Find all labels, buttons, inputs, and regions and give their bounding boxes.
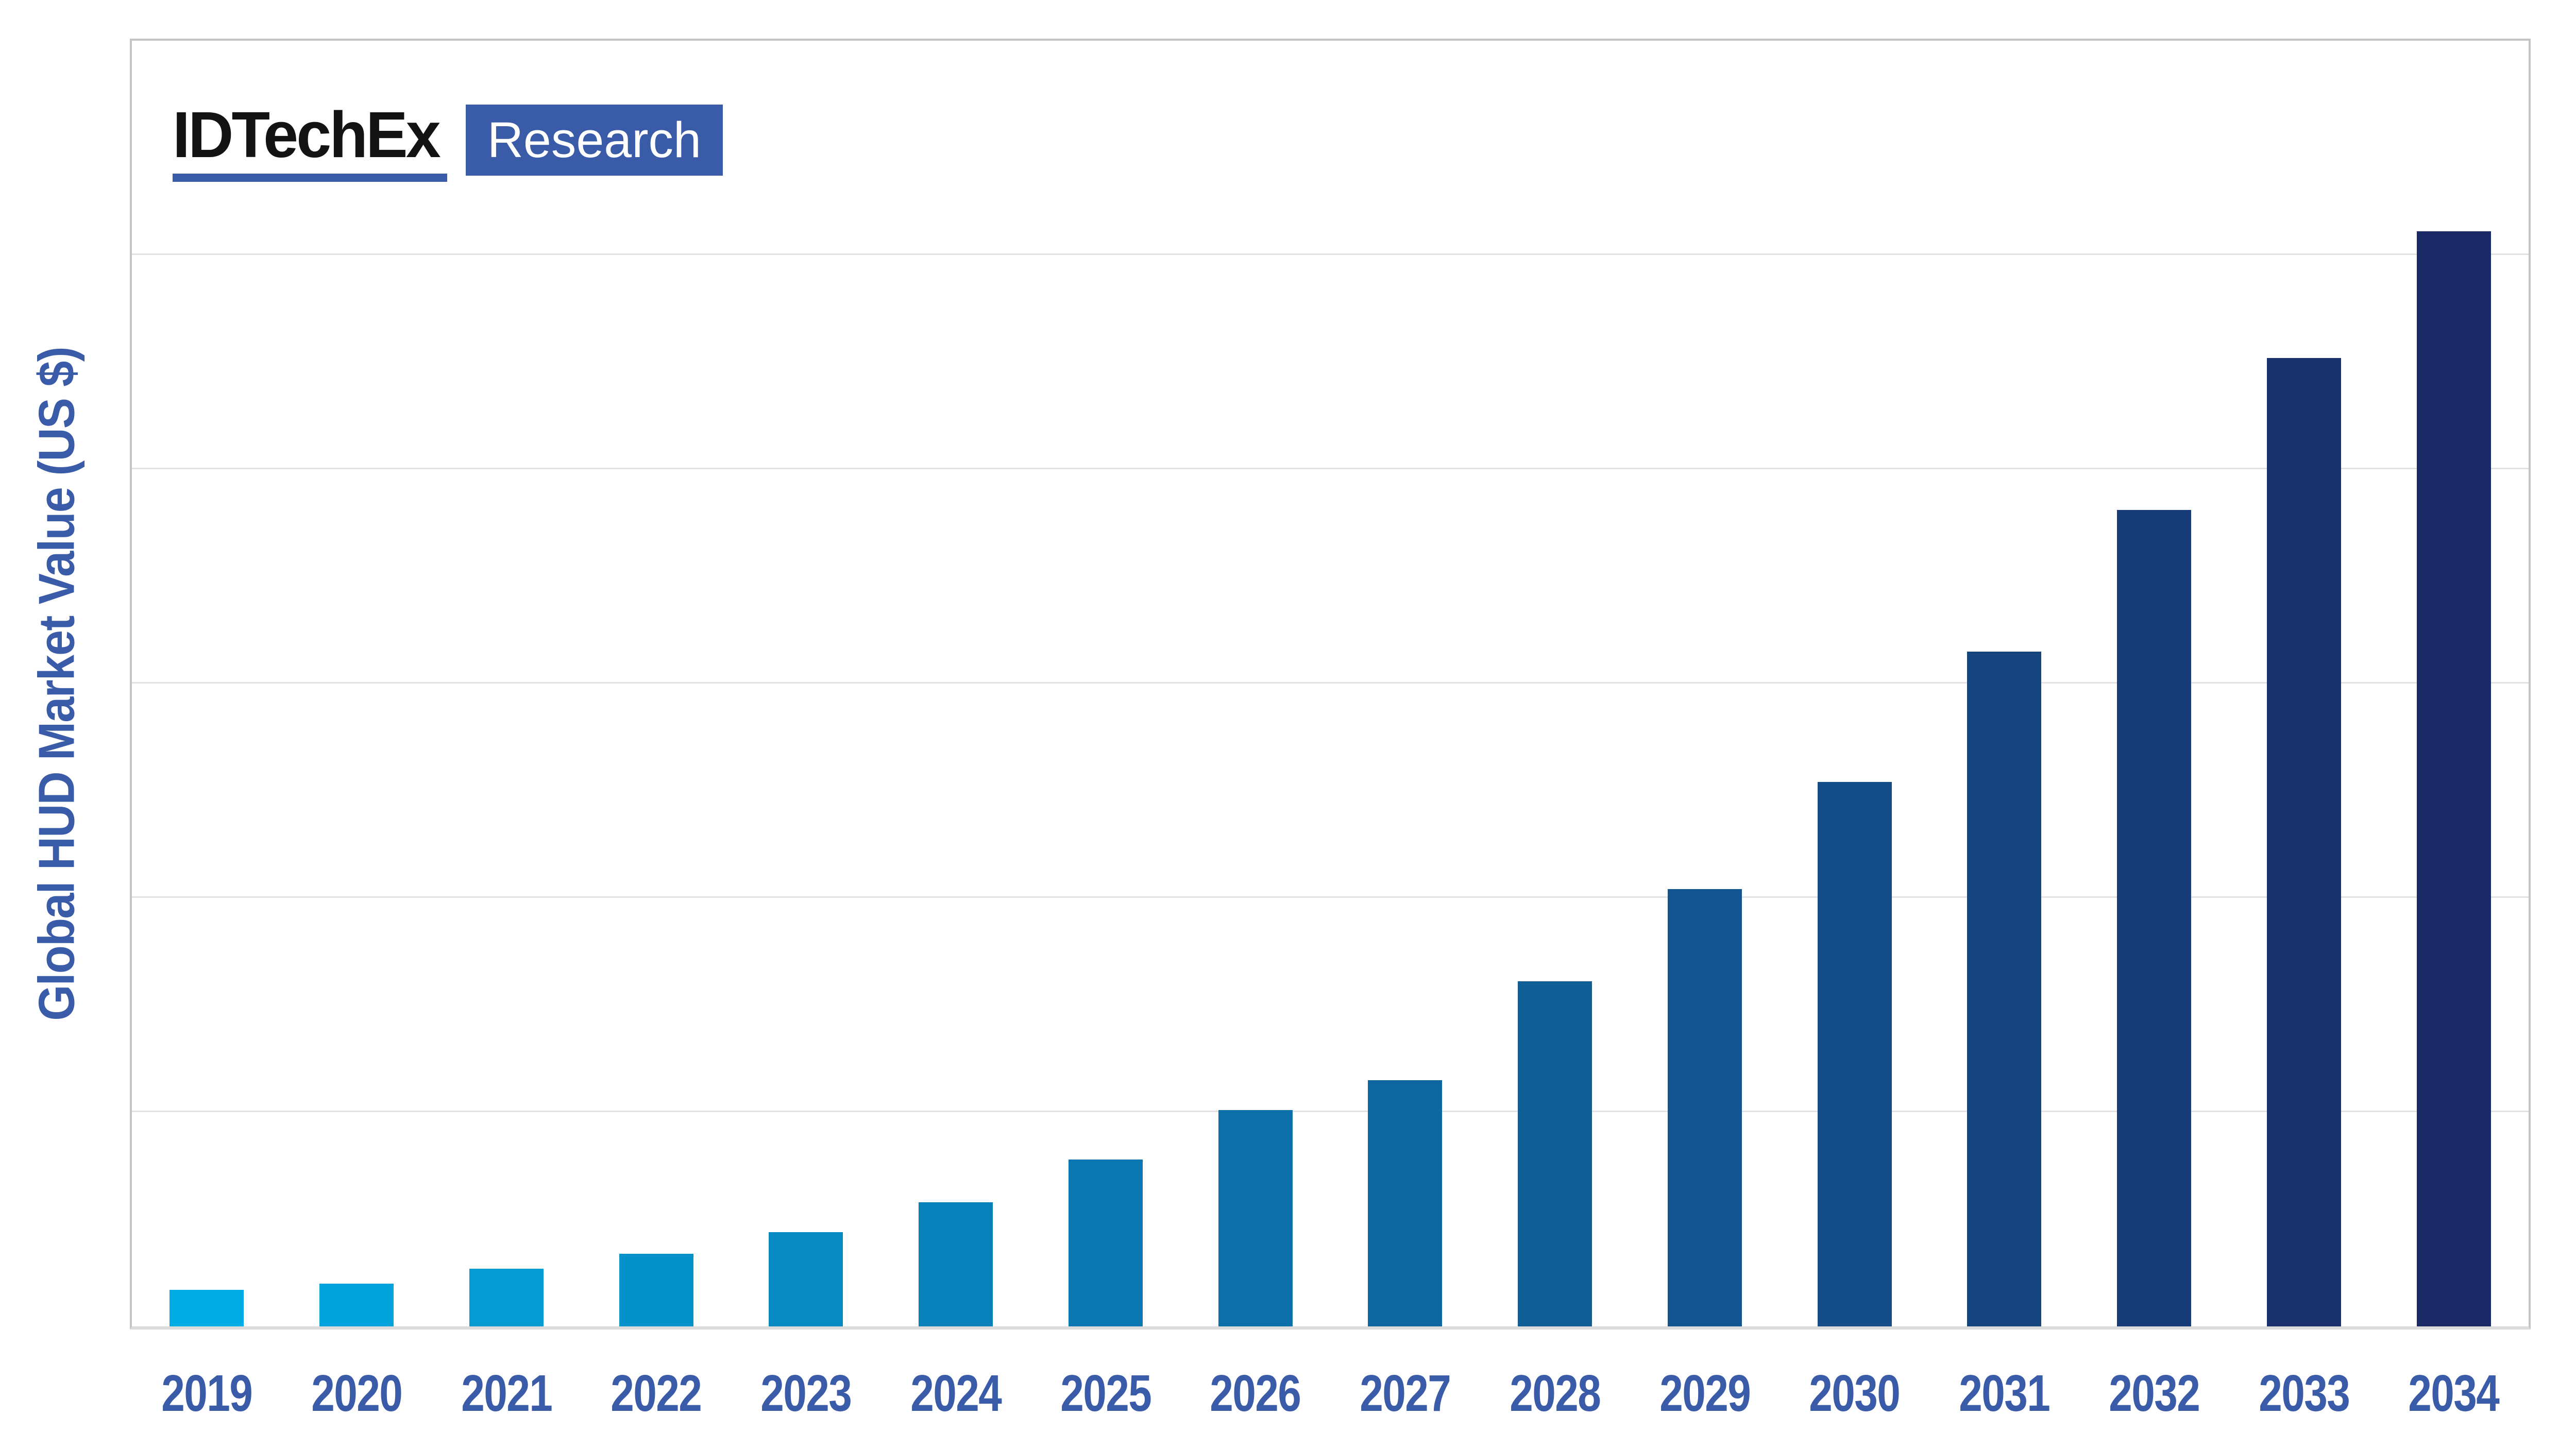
bar-slot-2021 [432,41,582,1326]
gridline-5 [132,253,2529,255]
bar-2027 [1368,1080,1443,1326]
x-tick-label-2028: 2028 [1510,1365,1601,1422]
plot-area: IDTechEx Research [130,39,2531,1329]
bar-slot-2022 [581,41,731,1326]
x-tick-slot-2032: 2032 [2079,1368,2229,1419]
logo-underline [173,174,447,182]
bar-2026 [1218,1110,1293,1326]
bar-2033 [2266,357,2341,1326]
x-tick-slot-2029: 2029 [1630,1368,1780,1419]
x-tick-slot-2031: 2031 [1929,1368,2079,1419]
x-tick-slot-2023: 2023 [731,1368,881,1419]
bar-2028 [1518,981,1592,1326]
logo-brand-block: IDTechEx [173,103,447,182]
idtechex-logo: IDTechEx Research [173,103,723,182]
x-tick-label-2032: 2032 [2109,1365,2200,1422]
x-tick-label-2025: 2025 [1060,1365,1152,1422]
bar-slot-2026 [1180,41,1330,1326]
logo-badge-text: Research [487,112,701,168]
bar-2030 [1817,782,1892,1326]
bar-2031 [1967,651,2042,1326]
logo-research-badge: Research [465,105,723,176]
gridline-4 [132,468,2529,469]
x-tick-slot-2028: 2028 [1480,1368,1630,1419]
x-tick-label-2024: 2024 [910,1365,1002,1422]
bar-slot-2028 [1480,41,1630,1326]
gridlines-layer [132,41,2529,1326]
x-tick-slot-2021: 2021 [432,1368,582,1419]
x-tick-label-2020: 2020 [311,1365,403,1422]
x-tick-label-2034: 2034 [2408,1365,2500,1422]
bar-2023 [769,1232,843,1326]
bar-2021 [469,1268,544,1326]
bar-slot-2031 [1929,41,2079,1326]
x-tick-slot-2034: 2034 [2379,1368,2529,1419]
bar-slot-2030 [1780,41,1929,1326]
bar-slot-2020 [282,41,432,1326]
bar-slot-2033 [2229,41,2379,1326]
bar-slot-2029 [1630,41,1780,1326]
x-tick-label-2030: 2030 [1809,1365,1901,1422]
y-axis-title: Global HUD Market Value (US $) [28,347,85,1021]
x-axis-labels: 2019 2020 2021 2022 2023 2024 2025 2026 2027 2028… [132,1368,2529,1419]
gridline-2 [132,896,2529,898]
bar-slot-2023 [731,41,881,1326]
x-tick-label-2027: 2027 [1360,1365,1451,1422]
x-tick-slot-2033: 2033 [2229,1368,2379,1419]
x-tick-label-2029: 2029 [1659,1365,1751,1422]
bar-slot-2024 [881,41,1031,1326]
bar-2020 [319,1283,394,1326]
bar-2025 [1068,1159,1143,1326]
x-tick-slot-2020: 2020 [282,1368,432,1419]
x-tick-slot-2025: 2025 [1031,1368,1181,1419]
logo-brand-text: IDTechEx [173,98,441,171]
x-tick-slot-2026: 2026 [1180,1368,1330,1419]
x-tick-slot-2022: 2022 [581,1368,731,1419]
x-tick-label-2019: 2019 [161,1365,253,1422]
bar-slot-2025 [1031,41,1181,1326]
x-tick-label-2022: 2022 [611,1365,703,1422]
x-tick-slot-2027: 2027 [1330,1368,1480,1419]
bar-2034 [2416,231,2491,1326]
x-tick-label-2026: 2026 [1210,1365,1302,1422]
x-tick-slot-2019: 2019 [132,1368,282,1419]
bar-slot-2034 [2379,41,2529,1326]
gridline-3 [132,682,2529,684]
x-tick-label-2021: 2021 [461,1365,553,1422]
bar-2032 [2117,510,2192,1326]
bar-2029 [1667,889,1742,1326]
x-tick-label-2023: 2023 [760,1365,852,1422]
x-tick-slot-2030: 2030 [1780,1368,1929,1419]
gridline-1 [132,1111,2529,1112]
bars-layer [132,41,2529,1326]
x-tick-label-2033: 2033 [2258,1365,2350,1422]
bar-2022 [619,1253,693,1326]
x-tick-label-2031: 2031 [1959,1365,2050,1422]
bar-slot-2032 [2079,41,2229,1326]
x-tick-slot-2024: 2024 [881,1368,1031,1419]
bar-2024 [919,1202,993,1326]
bar-slot-2027 [1330,41,1480,1326]
bar-slot-2019 [132,41,282,1326]
bar-2019 [170,1290,244,1326]
